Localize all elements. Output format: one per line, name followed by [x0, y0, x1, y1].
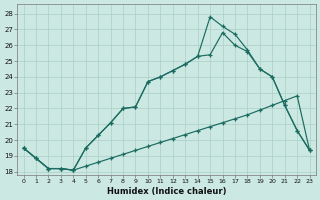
- X-axis label: Humidex (Indice chaleur): Humidex (Indice chaleur): [107, 187, 226, 196]
